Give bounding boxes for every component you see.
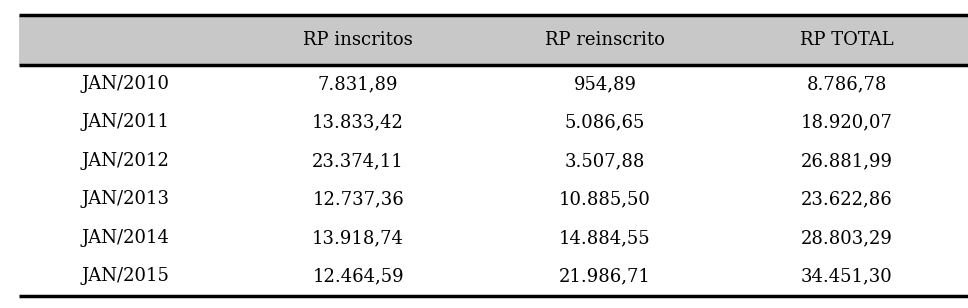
Text: 18.920,07: 18.920,07	[802, 113, 892, 132]
Bar	[19, 15, 968, 65]
Text: JAN/2011: JAN/2011	[82, 113, 169, 132]
Text: 21.986,71: 21.986,71	[560, 267, 650, 286]
Text: RP reinscrito: RP reinscrito	[545, 31, 665, 49]
Text: 13.918,74: 13.918,74	[313, 229, 404, 247]
Text: JAN/2012: JAN/2012	[82, 152, 169, 170]
Text: 14.884,55: 14.884,55	[560, 229, 650, 247]
Text: 5.086,65: 5.086,65	[564, 113, 646, 132]
Text: 12.737,36: 12.737,36	[313, 190, 404, 209]
Text: RP inscritos: RP inscritos	[303, 31, 413, 49]
Text: 954,89: 954,89	[573, 75, 637, 93]
Text: 23.622,86: 23.622,86	[802, 190, 892, 209]
Text: 12.464,59: 12.464,59	[313, 267, 404, 286]
Text: 7.831,89: 7.831,89	[318, 75, 399, 93]
Text: RP TOTAL: RP TOTAL	[801, 31, 893, 49]
Text: 10.885,50: 10.885,50	[560, 190, 650, 209]
Text: 34.451,30: 34.451,30	[802, 267, 892, 286]
Text: 8.786,78: 8.786,78	[806, 75, 888, 93]
Text: 23.374,11: 23.374,11	[313, 152, 404, 170]
Text: 26.881,99: 26.881,99	[801, 152, 893, 170]
Text: JAN/2015: JAN/2015	[82, 267, 169, 286]
Text: 3.507,88: 3.507,88	[564, 152, 646, 170]
Text: 28.803,29: 28.803,29	[802, 229, 892, 247]
Text: JAN/2013: JAN/2013	[82, 190, 169, 209]
Text: JAN/2010: JAN/2010	[82, 75, 169, 93]
Text: 13.833,42: 13.833,42	[313, 113, 404, 132]
Text: JAN/2014: JAN/2014	[82, 229, 169, 247]
